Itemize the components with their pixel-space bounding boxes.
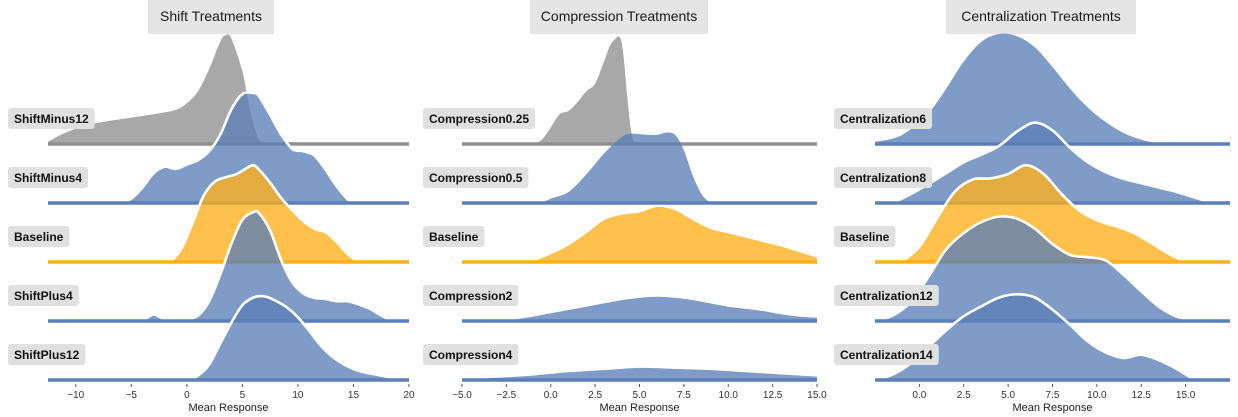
ridge-Compression2	[462, 296, 817, 323]
x-tick-label: 10.0	[1087, 390, 1107, 401]
row-label: ShiftMinus4	[14, 171, 82, 185]
facet-2: Compression Treatments Compression0.25 Com…	[423, 0, 827, 414]
density-area-Centralization6	[875, 33, 1159, 144]
row-label: Baseline	[14, 230, 64, 244]
row-label: Centralization6	[840, 112, 926, 126]
density-area-Compression4	[462, 367, 817, 380]
x-tick-label: −5	[126, 390, 138, 401]
x-tick-label: 12.5	[763, 390, 783, 401]
x-tick-label: 15.0	[807, 390, 827, 401]
x-axis-title: Mean Response	[599, 402, 679, 414]
x-tick-label: 20	[403, 390, 415, 401]
density-area-Compression0.25	[533, 36, 640, 145]
row-label: ShiftPlus12	[14, 348, 80, 362]
row-label-bg	[834, 226, 896, 247]
x-tick-label: −10	[67, 390, 84, 401]
density-area-ShiftMinus4	[120, 92, 354, 203]
x-tick-label: 5	[240, 390, 246, 401]
row-label-bg	[834, 167, 933, 188]
x-tick-label: 5.0	[633, 390, 647, 401]
x-tick-label: 0.0	[544, 390, 558, 401]
facet-3: Centralization Treatments Centralization6…	[834, 0, 1230, 414]
row-label-bg	[8, 226, 70, 247]
x-tick-label: 15	[348, 390, 360, 401]
row-label: Baseline	[429, 230, 479, 244]
row-label-bg	[423, 226, 485, 247]
x-tick-label: 7.5	[1046, 390, 1060, 401]
row-label-bg	[834, 108, 933, 129]
ridge-Compression4	[462, 367, 817, 382]
row-label-bg	[8, 344, 86, 365]
row-label-bg	[423, 167, 529, 188]
row-label-bg	[8, 285, 79, 306]
x-tick-label: 0	[184, 390, 190, 401]
density-outline-Baseline	[900, 163, 1187, 264]
x-tick-label: 15.0	[1176, 390, 1196, 401]
density-area-ShiftPlus4	[120, 211, 393, 321]
ridge-Baseline	[48, 163, 409, 264]
facet-title-strip	[148, 0, 274, 34]
density-outline-Centralization8	[891, 121, 1214, 205]
facet-title-strip	[530, 0, 708, 34]
x-axis-title: Mean Response	[188, 402, 268, 414]
density-area-Centralization12	[875, 216, 1195, 321]
row-label: Compression2	[429, 289, 513, 303]
row-label: ShiftMinus12	[14, 112, 89, 126]
facet-title: Centralization Treatments	[961, 8, 1121, 24]
x-tick-label: 2.5	[957, 390, 971, 401]
row-label: Centralization12	[840, 289, 933, 303]
row-label: Centralization14	[840, 348, 933, 362]
x-axis-title: Mean Response	[1012, 402, 1092, 414]
row-label: ShiftPlus4	[14, 289, 73, 303]
row-label: Centralization8	[840, 171, 926, 185]
x-tick-label: 2.5	[588, 390, 602, 401]
row-label: Compression4	[429, 348, 513, 362]
row-label-bg	[8, 108, 95, 129]
density-area-ShiftPlus12	[186, 296, 409, 380]
x-tick-label: 0.0	[912, 390, 926, 401]
x-tick-label: −5.0	[452, 390, 472, 401]
density-area-Compression2	[506, 296, 817, 321]
x-tick-label: 10.0	[719, 390, 739, 401]
ridge-Centralization12	[873, 215, 1230, 323]
density-area-ShiftMinus12	[48, 34, 265, 144]
density-outline-ShiftMinus4	[118, 91, 355, 205]
density-area-Centralization14	[875, 294, 1195, 380]
x-tick-label: 7.5	[677, 390, 691, 401]
facet-title-strip	[946, 0, 1136, 34]
density-area-Compression0.5	[541, 132, 711, 203]
row-label: Baseline	[840, 230, 890, 244]
row-label-bg	[423, 285, 519, 306]
row-label-bg	[834, 344, 939, 365]
x-tick-label: 12.5	[1132, 390, 1152, 401]
ridge-Compression0.5	[462, 132, 817, 205]
ridge-Baseline	[462, 206, 817, 264]
row-label-bg	[423, 344, 519, 365]
facet-1: Shift Treatments ShiftMinus12 ShiftMinus4 B…	[8, 0, 415, 414]
x-tick-label: 10	[292, 390, 304, 401]
row-label-bg	[8, 167, 88, 188]
ridge-ShiftPlus12	[48, 294, 411, 382]
facet-title: Compression Treatments	[541, 8, 697, 24]
row-label: Compression0.5	[429, 171, 523, 185]
density-outline-Centralization12	[873, 215, 1196, 323]
density-area-Baseline	[533, 206, 817, 262]
density-outline-Baseline	[168, 163, 361, 264]
row-label: Compression0.25	[429, 112, 529, 126]
x-tick-label: −2.5	[497, 390, 517, 401]
x-tick-label: 5.0	[1001, 390, 1015, 401]
density-area-Baseline	[170, 165, 359, 262]
density-outline-ShiftPlus12	[185, 294, 411, 382]
ridge-ShiftPlus4	[48, 209, 409, 323]
density-outline-ShiftPlus4	[118, 209, 394, 323]
row-label-bg	[423, 108, 536, 129]
facet-title: Shift Treatments	[160, 8, 262, 24]
row-label-bg	[834, 285, 939, 306]
